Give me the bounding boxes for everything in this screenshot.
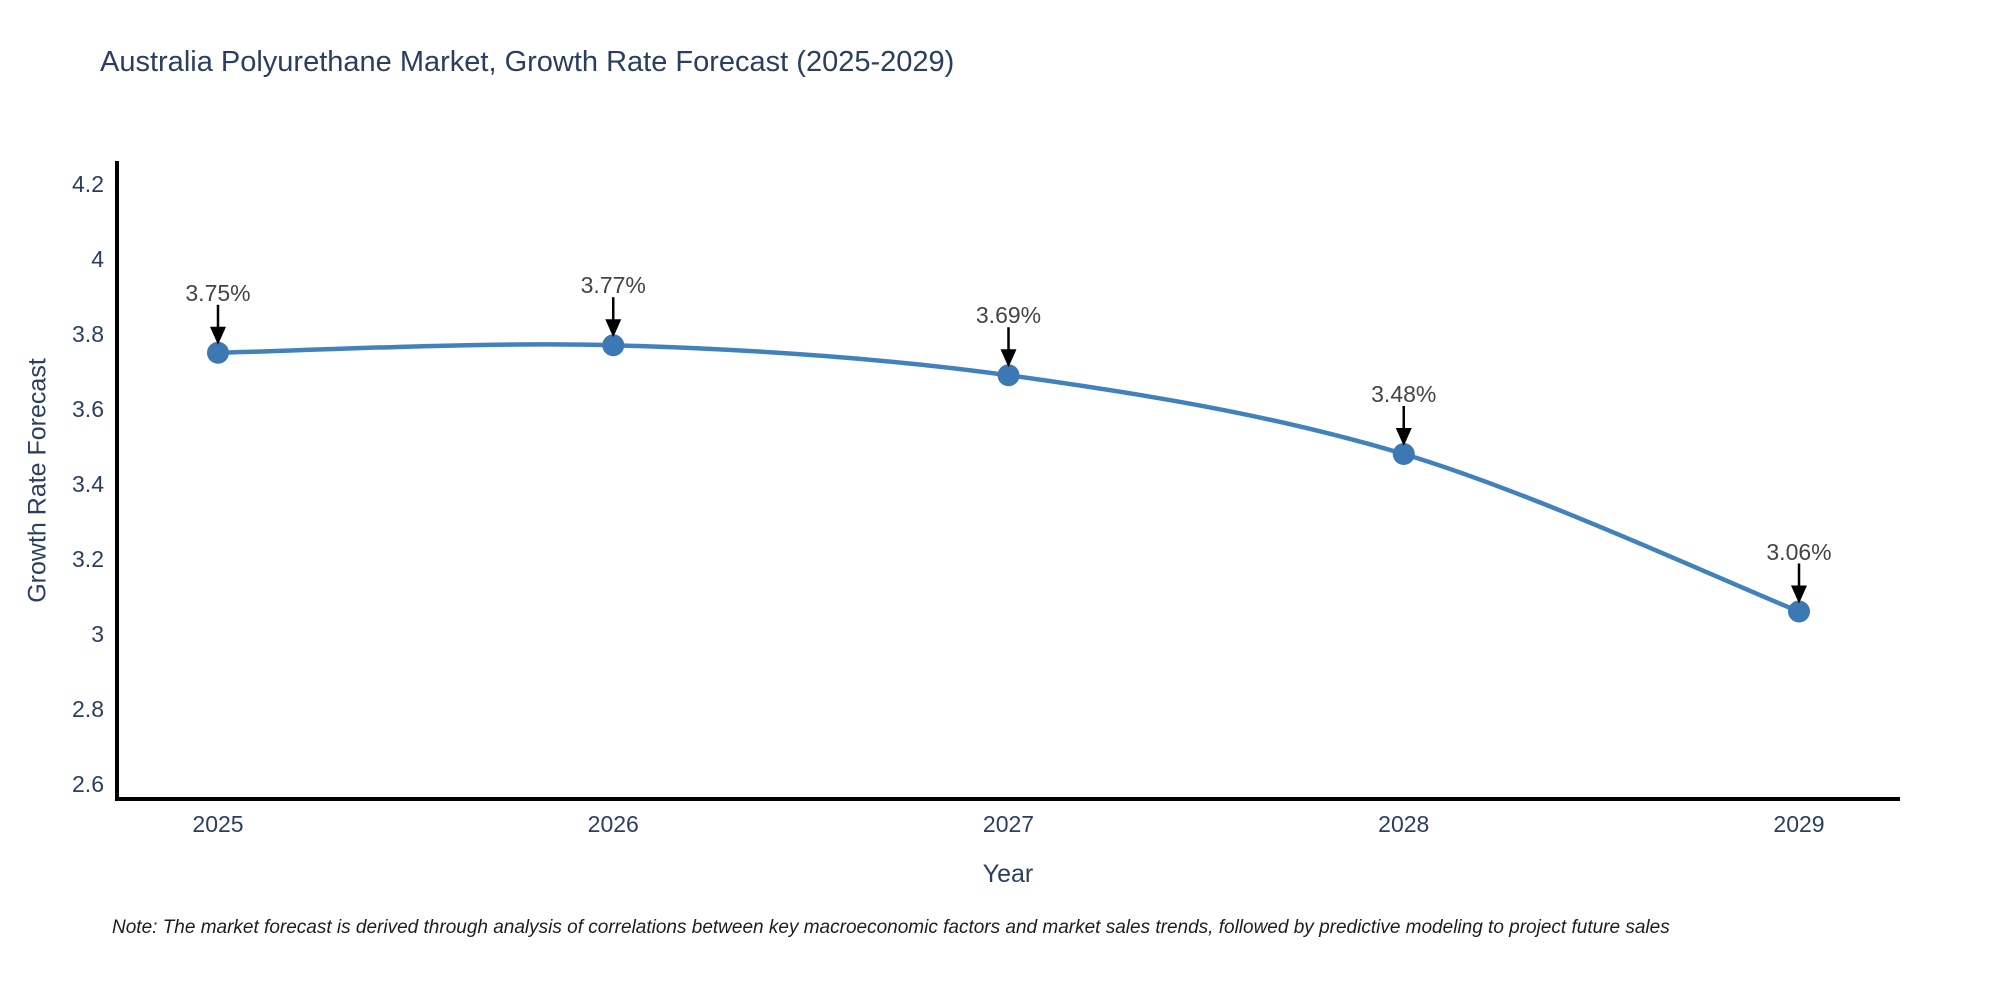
point-label-2025: 3.75% [185,279,251,306]
annotation-arrowhead [1395,428,1412,446]
x-axis-title: Year [982,860,1034,888]
point-label-2029: 3.06% [1766,538,1832,565]
y-axis-title: Growth Rate Forecast [23,358,52,603]
chart-note: Note: The market forecast is derived thr… [112,917,1670,938]
x-tick-label: 2026 [587,811,639,837]
data-point-2027[interactable] [997,364,1020,387]
x-tick-label: 2027 [982,811,1035,837]
point-label-2028: 3.48% [1371,381,1437,407]
annotation-arrowhead [605,319,622,338]
x-tick-label: 2025 [192,811,244,837]
data-point-2029[interactable] [1788,600,1810,623]
y-tick-label: 2.8 [72,696,104,722]
y-tick-label: 3.6 [72,396,104,422]
point-label-2026: 3.77% [580,272,646,299]
annotation-arrowhead [1791,585,1807,604]
x-tick-label: 2028 [1378,811,1430,837]
annotation-arrowhead [1000,349,1017,368]
annotation-arrowhead [210,326,226,345]
y-tick-label: 3.2 [72,546,104,572]
data-point-2028[interactable] [1392,443,1415,465]
y-tick-label: 3 [91,621,104,647]
x-tick-label: 2029 [1773,811,1825,837]
data-point-2026[interactable] [602,334,625,357]
chart-title: Australia Polyurethane Market, Growth Ra… [100,46,955,78]
y-tick-label: 4.2 [72,171,104,197]
y-tick-label: 3.8 [72,321,104,347]
point-label-2027: 3.69% [975,302,1042,329]
data-point-2025[interactable] [207,341,229,364]
y-tick-label: 4 [91,246,104,272]
y-tick-label: 3.4 [72,471,104,497]
y-tick-label: 2.6 [72,771,104,797]
